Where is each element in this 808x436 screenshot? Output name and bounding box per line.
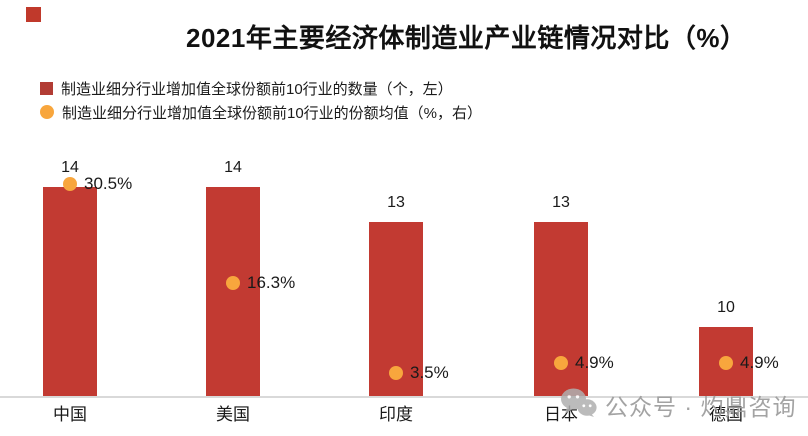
bar-value-label: 14 — [61, 159, 79, 176]
dot-value-label: 16.3% — [247, 272, 296, 292]
watermark-text: 公众号 · 灼鼎咨询 — [605, 394, 797, 420]
legend: 制造业细分行业增加值全球份额前10行业的数量（个，左） 制造业细分行业增加值全球… — [40, 77, 482, 125]
dot-series-swatch-icon — [40, 105, 54, 119]
dot-value-label: 3.5% — [410, 362, 449, 382]
bar-value-label: 10 — [717, 299, 735, 316]
corner-decoration-square — [26, 7, 41, 22]
legend-item-bar-series: 制造业细分行业增加值全球份额前10行业的数量（个，左） — [40, 77, 482, 99]
bar-value-label: 13 — [552, 194, 570, 211]
bar-series-swatch-icon — [40, 81, 53, 95]
category-label-印度: 印度 — [379, 405, 413, 424]
category-label-德国: 德国 — [709, 405, 743, 424]
dot-marker-日本 — [554, 355, 568, 370]
category-label-美国: 美国 — [216, 405, 250, 424]
dot-marker-美国 — [226, 275, 240, 290]
bar-value-label: 14 — [224, 159, 242, 176]
dot-value-label: 30.5% — [84, 173, 133, 193]
dot-value-label: 4.9% — [575, 352, 614, 372]
bar-value-label: 13 — [387, 194, 405, 211]
watermark: 公众号 · 灼鼎咨询 — [560, 388, 796, 422]
chart-title: 2021年主要经济体制造业产业链情况对比（%） — [186, 23, 747, 53]
bar-美国 — [206, 187, 260, 396]
legend-label: 制造业细分行业增加值全球份额前10行业的数量（个，左） — [61, 80, 453, 98]
x-axis-line — [0, 396, 808, 398]
dot-marker-德国 — [719, 355, 733, 370]
legend-item-dot-series: 制造业细分行业增加值全球份额前10行业的份额均值（%，右） — [40, 101, 482, 123]
dot-marker-印度 — [389, 365, 403, 380]
dot-value-label: 4.9% — [740, 352, 779, 372]
legend-label: 制造业细分行业增加值全球份额前10行业的份额均值（%，右） — [62, 104, 483, 122]
dot-marker-中国 — [63, 176, 77, 191]
wechat-icon — [560, 388, 597, 422]
category-label-中国: 中国 — [53, 405, 87, 424]
bar-中国 — [43, 187, 97, 396]
